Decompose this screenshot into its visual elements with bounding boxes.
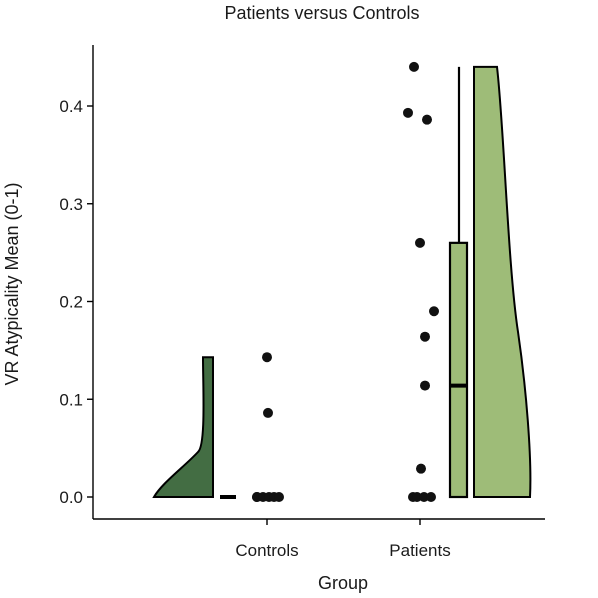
data-point: [409, 61, 419, 72]
y-tick-label: 0.1: [59, 390, 83, 409]
x-axis-title: Group: [318, 573, 368, 593]
data-point: [263, 407, 273, 418]
data-points: [252, 61, 439, 502]
box-patients: [448, 241, 469, 499]
data-point: [262, 352, 272, 363]
data-point: [412, 492, 422, 502]
y-tick-label: 0.3: [59, 195, 83, 214]
data-point: [420, 380, 430, 391]
x-tick-label: Patients: [389, 541, 450, 560]
y-tick-label: 0.0: [59, 488, 83, 507]
y-axis-title: VR Atypicality Mean (0-1): [2, 182, 22, 385]
violin-patients: [473, 65, 532, 498]
data-point: [403, 107, 413, 118]
data-point: [419, 492, 429, 502]
data-point: [415, 237, 425, 248]
data-point: [416, 463, 426, 474]
chart-title: Patients versus Controls: [224, 3, 419, 23]
y-tick-label: 0.4: [59, 97, 83, 116]
x-tick-label: Controls: [235, 541, 298, 560]
x-axis: Controls Patients: [93, 518, 545, 560]
data-point: [420, 331, 430, 342]
violins: [152, 65, 532, 498]
data-point: [274, 492, 284, 502]
data-point: [426, 492, 436, 502]
y-tick-label: 0.2: [59, 293, 83, 312]
violin-controls: [152, 356, 214, 498]
data-point: [429, 306, 439, 317]
y-axis: 0.0 0.1 0.2 0.3 0.4: [59, 45, 94, 519]
boxplots: [220, 66, 469, 499]
data-point: [422, 114, 432, 125]
